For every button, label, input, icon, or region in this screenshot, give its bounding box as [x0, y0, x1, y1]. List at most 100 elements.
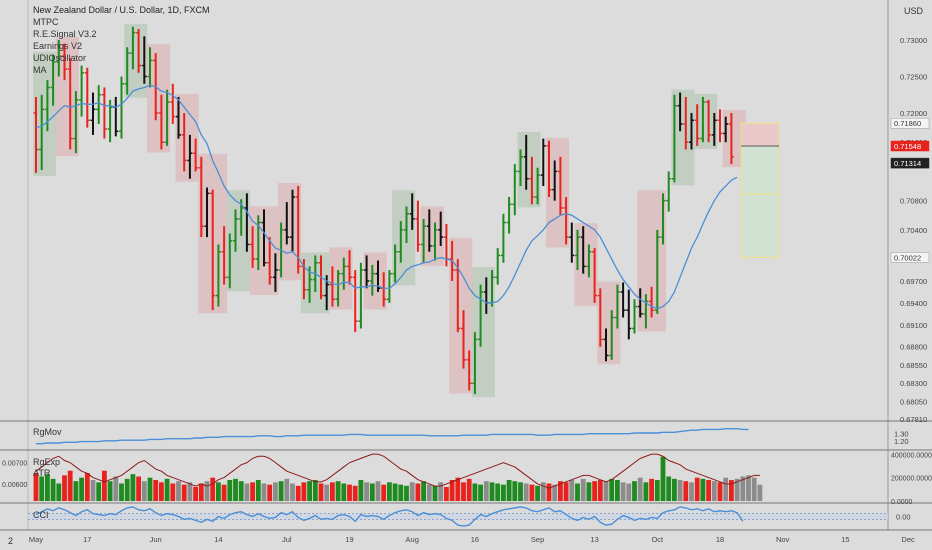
volume-bar [358, 480, 364, 501]
atr-tick-label: 0.00700 [2, 461, 27, 468]
rgmov-legend[interactable]: RgMov [33, 427, 62, 437]
rgexp-legend[interactable]: RgExp [33, 457, 61, 467]
signal-box [420, 206, 444, 266]
time-tick-label: 17 [83, 535, 91, 544]
volume-bar [221, 484, 227, 501]
volume-bar [307, 481, 312, 501]
volume-bar [449, 480, 455, 501]
volume-bar [592, 481, 597, 501]
volume-bar [660, 456, 666, 501]
volume-bar [426, 484, 432, 501]
volume-bar [723, 477, 729, 501]
price-tick-label: 0.72500 [900, 72, 927, 81]
signal-box [33, 51, 57, 176]
volume-bar [398, 484, 404, 501]
signal-box [226, 190, 250, 292]
volume-bar [164, 478, 170, 501]
volume-bar [740, 476, 746, 501]
atr-legend[interactable]: ATR [33, 468, 51, 478]
time-tick-label: Sep [531, 535, 544, 544]
rgmov-line [36, 428, 749, 445]
volume-bar [609, 478, 615, 501]
indicator-label-earnings[interactable]: Earnings V2 [33, 41, 83, 51]
signal-box [278, 183, 302, 281]
volume-bar [523, 483, 529, 501]
price-tick-label: 0.68050 [900, 397, 927, 406]
volume-bar [637, 477, 643, 501]
volume-bar [689, 482, 694, 501]
price-tick-label: 0.68300 [900, 379, 927, 388]
volume-bar [529, 484, 535, 501]
volume-bar [717, 482, 723, 501]
volume-bar [227, 480, 233, 501]
volume-bar [700, 478, 706, 501]
volume-bar [563, 482, 569, 501]
indicator-label-udioscillator[interactable]: UDIOscillator [33, 53, 87, 63]
time-tick-label: 14 [214, 535, 222, 544]
time-tick-label: Jun [150, 535, 162, 544]
volume-bar [757, 484, 763, 501]
volume-bar [324, 484, 330, 501]
signal-box [574, 223, 598, 306]
signal-box [449, 237, 473, 394]
volume-bar [580, 478, 586, 501]
volume-bar [318, 483, 324, 501]
time-tick-label: 13 [590, 535, 598, 544]
price-tick-label: 0.67810 [900, 415, 927, 424]
volume-bar [506, 480, 512, 501]
volume-bar [626, 483, 632, 501]
volume-bar [84, 473, 90, 501]
volume-bar [654, 480, 660, 501]
volume-bar [381, 484, 387, 501]
signal-box [175, 93, 199, 182]
volume-bar [96, 482, 102, 501]
signal-box [392, 190, 416, 286]
volume-bar [706, 480, 711, 501]
volume-bar [267, 484, 273, 501]
volume-bar [438, 482, 444, 501]
volume-bar [73, 481, 79, 501]
cci-legend[interactable]: CCI [33, 510, 49, 520]
volume-bar [683, 481, 689, 501]
indicator-label-ma[interactable]: MA [33, 65, 47, 75]
corner-label: 2 [8, 536, 14, 546]
volume-bar [489, 482, 495, 501]
signal-box [597, 281, 621, 365]
volume-bar [495, 483, 501, 501]
volume-bar [159, 482, 164, 501]
volume-bar [558, 481, 563, 501]
signal-box [471, 267, 495, 398]
volume-bar [677, 480, 683, 501]
time-tick-label: May [29, 535, 43, 544]
volume-bar [141, 481, 147, 501]
volume-bar [432, 485, 438, 501]
price-tick-label: 0.68550 [900, 361, 927, 370]
indicator-label-resignal[interactable]: R.E.Signal V3.2 [33, 29, 97, 39]
price-label-box [890, 252, 930, 263]
price-tick-label: 0.69100 [900, 321, 927, 330]
rgmov-tick-label: 1.30 [894, 430, 909, 439]
price-tick-label: 0.69700 [900, 277, 927, 286]
volume-bar [540, 482, 546, 501]
volume-bar [615, 480, 620, 501]
symbol-title[interactable]: New Zealand Dollar / U.S. Dollar, 1D, FX… [33, 5, 210, 15]
volume-bar [546, 483, 552, 501]
time-tick-label: Oct [651, 535, 664, 544]
volume-bar [102, 470, 107, 501]
volume-bar [90, 480, 96, 501]
price-label-box [890, 157, 930, 169]
indicator-label-mtpc[interactable]: MTPC [33, 17, 59, 27]
signal-box [517, 131, 541, 208]
time-tick-label: 19 [345, 535, 353, 544]
volume-bar [620, 482, 626, 501]
price-label-box [890, 140, 930, 152]
volume-bar [711, 481, 717, 501]
volume-bar [421, 481, 426, 501]
volume-bar [198, 483, 204, 501]
volume-bar [250, 482, 255, 501]
volume-bar [67, 470, 73, 501]
price-tick-label: 0.70800 [900, 197, 927, 206]
signal-box [329, 247, 353, 310]
